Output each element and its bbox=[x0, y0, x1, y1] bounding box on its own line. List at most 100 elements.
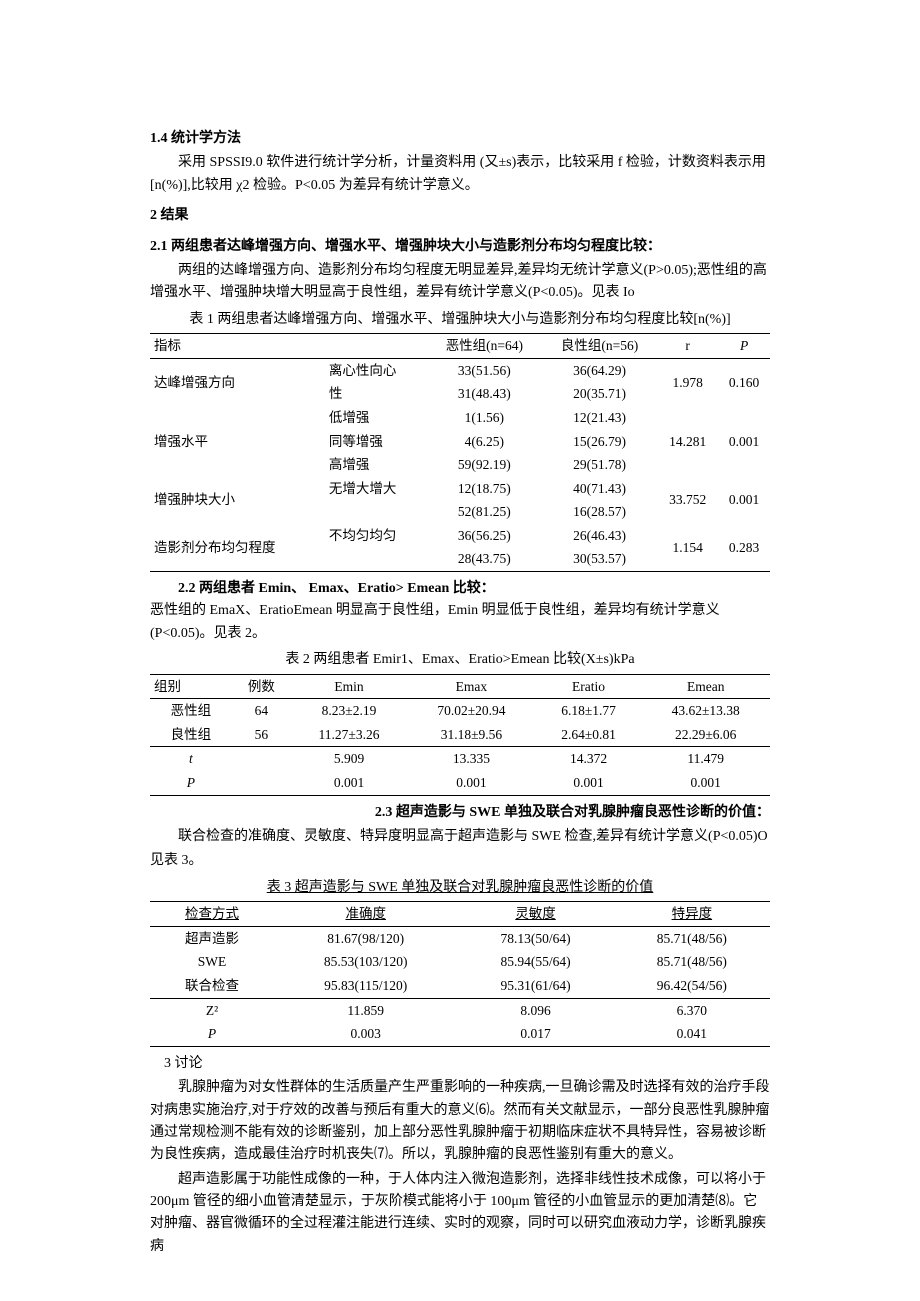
t2-cell: 22.29±6.06 bbox=[641, 723, 770, 747]
t3-cell: 0.041 bbox=[614, 1022, 770, 1046]
t1-h-indicator: 指标 bbox=[150, 334, 325, 359]
t2-t-label: t bbox=[150, 747, 232, 771]
table2-caption: 表 2 两组患者 Emir1、Emax、Eratio>Emean 比较(X±s)… bbox=[150, 649, 770, 671]
heading-2-3: 2.3 超声造影与 SWE 单独及联合对乳腺肿瘤良恶性诊断的价值： bbox=[150, 802, 770, 824]
t1-cell bbox=[325, 547, 427, 571]
t3-cell: 6.370 bbox=[614, 998, 770, 1022]
t3-cell: 96.42(54/56) bbox=[614, 974, 770, 998]
t1-cell: 16(28.57) bbox=[542, 500, 657, 524]
t3-h-method: 检查方式 bbox=[150, 902, 274, 927]
table1: 指标 恶性组(n=64) 良性组(n=56) r P 达峰增强方向 离心性向心 … bbox=[150, 333, 770, 572]
t1-cell: 0.001 bbox=[718, 406, 770, 477]
t3-cell: 8.096 bbox=[457, 998, 613, 1022]
t1-h-benign: 良性组(n=56) bbox=[542, 334, 657, 359]
t1-g3-name: 造影剂分布均匀程度 bbox=[150, 524, 325, 572]
t3-h-acc: 准确度 bbox=[274, 902, 457, 927]
t2-h-emean: Emean bbox=[641, 674, 770, 699]
t2-cell: 11.479 bbox=[641, 747, 770, 771]
t2-cell: 2.64±0.81 bbox=[536, 723, 642, 747]
t1-cell: 20(35.71) bbox=[542, 382, 657, 406]
t1-cell: 40(71.43) bbox=[542, 477, 657, 501]
t1-cell: 36(64.29) bbox=[542, 358, 657, 382]
heading-2-1: 2.1 两组患者达峰增强方向、增强水平、增强肿块大小与造影剂分布均匀程度比较： bbox=[150, 236, 770, 258]
t1-cell: 31(48.43) bbox=[427, 382, 542, 406]
t2-cell: 64 bbox=[232, 699, 291, 723]
t1-cell: 1.978 bbox=[657, 358, 718, 406]
t1-cell: 36(56.25) bbox=[427, 524, 542, 548]
t1-cell: 33.752 bbox=[657, 477, 718, 524]
t1-h-r: r bbox=[657, 334, 718, 359]
t1-cell: 高增强 bbox=[325, 453, 427, 477]
t2-cell: 0.001 bbox=[536, 771, 642, 795]
t3-h-spe: 特异度 bbox=[614, 902, 770, 927]
t3-cell: 95.31(61/64) bbox=[457, 974, 613, 998]
para-2-1: 两组的达峰增强方向、造影剂分布均匀程度无明显差异,差异均无统计学意义(P>0.0… bbox=[150, 260, 770, 305]
t1-cell: 离心性向心 bbox=[325, 358, 427, 382]
t3-cell: 0.017 bbox=[457, 1022, 613, 1046]
t1-g1-name: 增强水平 bbox=[150, 406, 325, 477]
t1-g2-name: 增强肿块大小 bbox=[150, 477, 325, 524]
t1-cell bbox=[325, 500, 427, 524]
para-3-1: 乳腺肿瘤为对女性群体的生活质量产生严重影响的一种疾病,一旦确诊需及时选择有效的治… bbox=[150, 1077, 770, 1167]
t2-cell: 56 bbox=[232, 723, 291, 747]
t3-cell: 85.94(55/64) bbox=[457, 950, 613, 974]
t1-cell: 14.281 bbox=[657, 406, 718, 477]
t1-cell: 0.283 bbox=[718, 524, 770, 572]
t2-h-eratio: Eratio bbox=[536, 674, 642, 699]
heading-2: 2 结果 bbox=[150, 205, 770, 227]
t2-cell: 6.18±1.77 bbox=[536, 699, 642, 723]
t2-h-group: 组别 bbox=[150, 674, 232, 699]
t3-cell: 95.83(115/120) bbox=[274, 974, 457, 998]
table3-caption: 表 3 超声造影与 SWE 单独及联合对乳腺肿瘤良恶性诊断的价值 bbox=[150, 877, 770, 899]
t2-p-label: P bbox=[150, 771, 232, 795]
table1-caption: 表 1 两组患者达峰增强方向、增强水平、增强肿块大小与造影剂分布均匀程度比较[n… bbox=[150, 309, 770, 331]
t3-cell: 0.003 bbox=[274, 1022, 457, 1046]
t3-h-sen: 灵敏度 bbox=[457, 902, 613, 927]
t1-cell: 33(51.56) bbox=[427, 358, 542, 382]
t1-cell: 29(51.78) bbox=[542, 453, 657, 477]
t2-cell: 良性组 bbox=[150, 723, 232, 747]
t1-h-blank bbox=[325, 334, 427, 359]
t3-cell: 85.71(48/56) bbox=[614, 950, 770, 974]
table3: 检查方式 准确度 灵敏度 特异度 超声造影 81.67(98/120) 78.1… bbox=[150, 901, 770, 1047]
t2-cell: 70.02±20.94 bbox=[407, 699, 536, 723]
t2-cell: 13.335 bbox=[407, 747, 536, 771]
para-2-2b: (P<0.05)。见表 2。 bbox=[150, 623, 770, 645]
t1-cell: 52(81.25) bbox=[427, 500, 542, 524]
t3-cell: 81.67(98/120) bbox=[274, 926, 457, 950]
t1-cell: 同等增强 bbox=[325, 430, 427, 454]
t1-g0-name: 达峰增强方向 bbox=[150, 358, 325, 406]
t2-cell: 5.909 bbox=[291, 747, 407, 771]
t1-cell: 不均匀均匀 bbox=[325, 524, 427, 548]
t2-h-emin: Emin bbox=[291, 674, 407, 699]
t1-cell: 1(1.56) bbox=[427, 406, 542, 430]
t2-cell: 14.372 bbox=[536, 747, 642, 771]
t1-cell: 4(6.25) bbox=[427, 430, 542, 454]
para-2-3a: 联合检查的准确度、灵敏度、特异度明显高于超声造影与 SWE 检查,差异有统计学意… bbox=[150, 826, 770, 848]
t2-h-emax: Emax bbox=[407, 674, 536, 699]
t1-cell: 低增强 bbox=[325, 406, 427, 430]
heading-1-4: 1.4 统计学方法 bbox=[150, 128, 770, 150]
heading-3: 3 讨论 bbox=[150, 1053, 770, 1075]
t2-cell: 43.62±13.38 bbox=[641, 699, 770, 723]
t1-cell: 30(53.57) bbox=[542, 547, 657, 571]
t3-cell: 85.53(103/120) bbox=[274, 950, 457, 974]
t3-z-label: Z² bbox=[150, 998, 274, 1022]
t1-cell: 12(18.75) bbox=[427, 477, 542, 501]
t2-cell: 11.27±3.26 bbox=[291, 723, 407, 747]
t1-cell: 26(46.43) bbox=[542, 524, 657, 548]
t1-cell: 15(26.79) bbox=[542, 430, 657, 454]
t2-cell: 31.18±9.56 bbox=[407, 723, 536, 747]
t2-h-n: 例数 bbox=[232, 674, 291, 699]
t3-cell: 联合检查 bbox=[150, 974, 274, 998]
t3-cell: 85.71(48/56) bbox=[614, 926, 770, 950]
t1-cell: 0.001 bbox=[718, 477, 770, 524]
t2-cell: 8.23±2.19 bbox=[291, 699, 407, 723]
heading-2-2: 2.2 两组患者 Emin、 Emax、Eratio> Emean 比较： bbox=[150, 578, 770, 600]
para-1-4: 采用 SPSSI9.0 软件进行统计学分析，计量资料用 (又±s)表示，比较采用… bbox=[150, 152, 770, 197]
table2: 组别 例数 Emin Emax Eratio Emean 恶性组 64 8.23… bbox=[150, 674, 770, 796]
t1-cell: 28(43.75) bbox=[427, 547, 542, 571]
t1-cell: 无增大增大 bbox=[325, 477, 427, 501]
t3-cell: 78.13(50/64) bbox=[457, 926, 613, 950]
t1-cell: 59(92.19) bbox=[427, 453, 542, 477]
